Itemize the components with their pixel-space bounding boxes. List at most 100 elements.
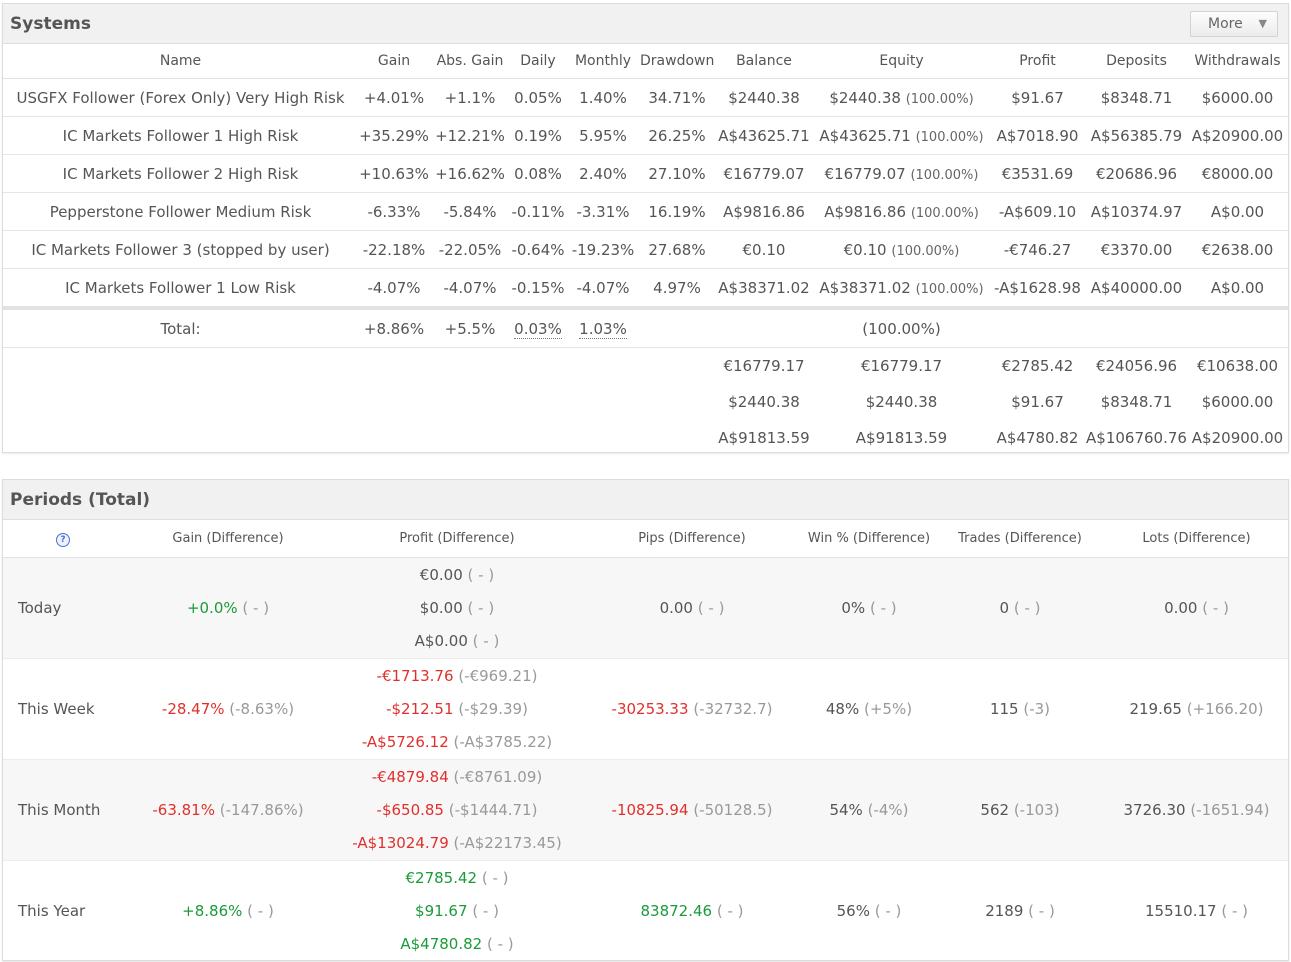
col-header[interactable]: Withdrawals [1187,44,1288,79]
system-equity-pct: (100.00%) [905,91,974,107]
system-name: IC Markets Follower 3 (stopped by user) [3,230,358,269]
period-profit-difference: ( - ) [486,934,514,953]
period-trades-difference: (-3) [1023,700,1051,718]
col-header: Trades (Difference) [935,520,1105,558]
period-profit-difference: (-$1444.71) [448,800,538,819]
col-header[interactable]: Deposits [1086,44,1187,79]
system-monthly: -3.31% [566,192,640,231]
system-deposits: €20686.96 [1086,154,1187,193]
system-equity-cell: $2440.38 (100.00%) [814,78,989,117]
system-daily: -0.15% [510,268,566,310]
system-withdrawals: A$20900.00 [1187,116,1288,155]
system-drawdown: 4.97% [640,268,714,310]
system-drawdown: 27.68% [640,230,714,269]
period-profit: €0.00 ( - ) $0.00 ( - ) A$0.00 ( - ) [333,557,581,659]
period-trades-value: 562 [980,801,1010,819]
period-profit-difference: ( - ) [481,868,509,887]
system-name: IC Markets Follower 2 High Risk [3,154,358,193]
col-header[interactable]: Monthly [566,44,640,79]
period-lots-difference: ( - ) [1202,599,1229,617]
period-profit-value: -$650.85 [376,800,444,819]
period-profit-line: -A$5726.12 (-A$3785.22) [333,726,581,759]
period-win-difference: (+5%) [864,700,913,718]
system-monthly: 1.40% [566,78,640,117]
col-header[interactable]: Daily [510,44,566,79]
currency-total-profit: €2785.42 [1001,357,1074,375]
period-pips: 0.00 ( - ) [581,557,803,659]
currency-total-balance: $2440.38 [728,393,800,411]
period-profit-value: $91.67 [415,901,468,920]
empty-cell [640,420,714,456]
period-profit-value: €2785.42 [405,868,478,887]
total-label: Total: [3,308,358,348]
system-drawdown: 26.25% [640,116,714,155]
col-header[interactable]: Equity [814,44,989,79]
period-profit-value: $0.00 [419,598,463,617]
system-equity: €0.10 [843,240,887,259]
system-equity-pct: (100.00%) [910,167,979,183]
period-lots: 15510.17 ( - ) [1105,860,1288,962]
total-daily[interactable]: 0.03% [514,319,562,339]
system-withdrawals: €2638.00 [1187,230,1288,269]
period-profit-line: A$0.00 ( - ) [333,625,581,658]
system-daily: 0.05% [510,78,566,117]
system-gain: -22.18% [358,230,430,269]
period-trades-difference: (-103) [1013,801,1060,819]
currency-total-profit: $91.67 [1011,393,1064,411]
total-monthly[interactable]: 1.03% [579,319,627,339]
period-gain-difference: ( - ) [242,599,270,617]
system-equity-pct: (100.00%) [915,129,984,145]
period-pips-value: 83872.46 [640,902,713,920]
col-header[interactable]: Gain [358,44,430,79]
col-header[interactable]: Drawdown [640,44,714,79]
period-name: Today [3,557,123,659]
system-equity-pct: (100.00%) [915,281,984,297]
period-profit-value: -A$5726.12 [361,732,449,751]
period-win: 0% ( - ) [803,557,935,659]
total-abs-gain: +5.5% [430,308,510,348]
col-header[interactable]: Balance [714,44,814,79]
chevron-down-icon: ▼ [1258,17,1267,30]
period-pips: 83872.46 ( - ) [581,860,803,962]
more-button[interactable]: More ▼ [1190,11,1278,37]
period-win: 54% (-4%) [803,759,935,861]
period-gain-difference: (-8.63%) [229,700,295,718]
empty-cell [714,308,814,348]
period-profit-line: $91.67 ( - ) [333,895,581,928]
period-profit-line: -$212.51 (-$29.39) [333,693,581,726]
period-profit-line: -€4879.84 (-€8761.09) [333,761,581,794]
system-gain: +10.63% [358,154,430,193]
empty-cell [989,308,1086,348]
period-profit-line: €0.00 ( - ) [333,559,581,592]
systems-panel: Systems More ▼ Name Gain Abs. Gain Daily… [2,3,1289,453]
system-row: IC Markets Follower 3 (stopped by user) -… [3,230,1288,269]
period-profit-line: -€1713.76 (-€969.21) [333,660,581,693]
total-monthly-cell: 1.03% [566,308,640,348]
period-profit-difference: (-€8761.09) [453,767,543,786]
currency-total-deposits: $8348.71 [1100,393,1173,411]
period-pips-value: -30253.33 [611,700,689,718]
period-profit: -€4879.84 (-€8761.09) -$650.85 (-$1444.71… [333,759,581,861]
period-name: This Year [3,860,123,962]
period-win-difference: ( - ) [874,902,902,920]
col-header[interactable]: Abs. Gain [430,44,510,79]
system-name: IC Markets Follower 1 High Risk [3,116,358,155]
system-abs-gain: +12.21% [430,116,510,155]
question-circle-icon[interactable]: ? [56,532,70,547]
system-profit: -A$1628.98 [989,268,1086,310]
periods-header-row: ? Gain (Difference) Profit (Difference) … [3,520,1288,558]
col-header[interactable]: Name [3,44,358,79]
col-header[interactable]: Profit [989,44,1086,79]
systems-header-row: Name Gain Abs. Gain Daily Monthly Drawdo… [3,44,1288,79]
system-equity: A$43625.71 [819,126,911,145]
currency-total-withdrawals: A$20900.00 [1191,429,1284,447]
period-pips-value: -10825.94 [611,801,689,819]
system-withdrawals: €8000.00 [1187,154,1288,193]
system-daily: -0.64% [510,230,566,269]
period-row: Today +0.0% ( - ) €0.00 ( - ) $0.00 ( - ) A$… [3,557,1288,659]
col-header: Profit (Difference) [333,520,581,558]
system-abs-gain: -5.84% [430,192,510,231]
empty-cell [3,384,358,420]
system-monthly: -4.07% [566,268,640,310]
period-pips-difference: (-50128.5) [693,801,773,819]
